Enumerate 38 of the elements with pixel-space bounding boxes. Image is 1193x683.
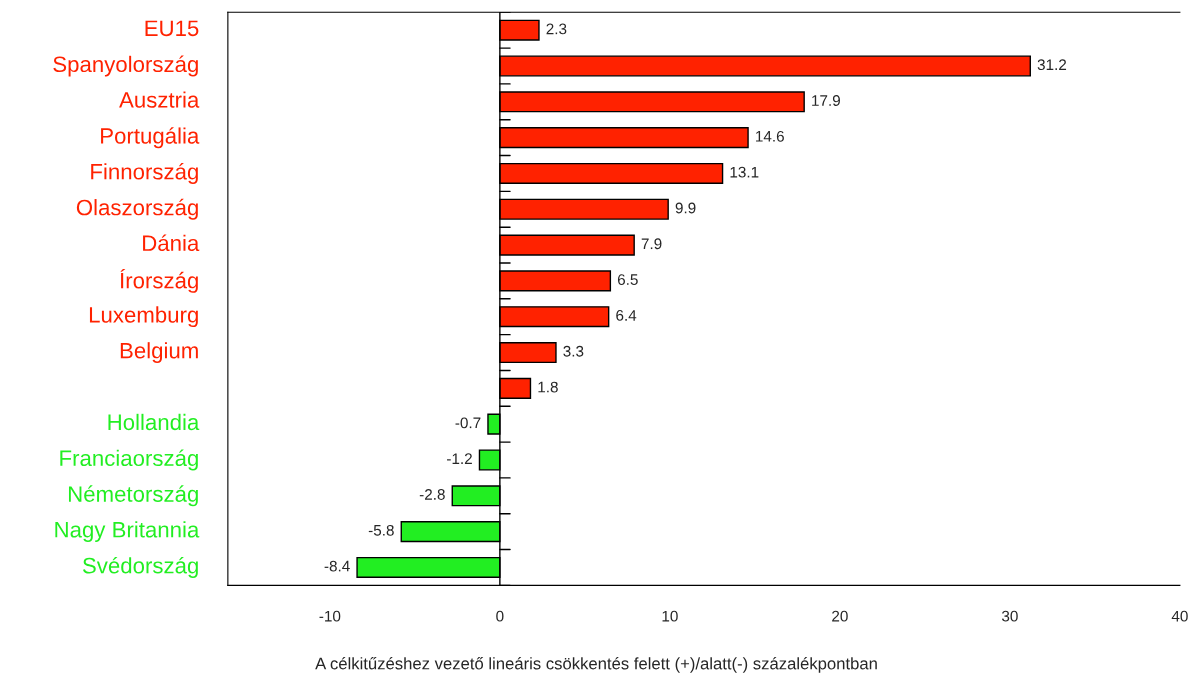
- data-label: 3.3: [563, 345, 584, 357]
- y-tick-label: Ausztria: [119, 91, 200, 108]
- data-label: 1.8: [538, 381, 558, 393]
- y-tick-label: Portugália: [101, 127, 200, 149]
- x-tick-label: 30: [1001, 610, 1018, 622]
- data-label: -2.8: [419, 489, 445, 500]
- x-tick-label: 0: [496, 610, 504, 622]
- y-tick-label: Franciaország: [60, 449, 198, 471]
- data-label: -8.4: [324, 560, 350, 572]
- data-label: 2.3: [546, 23, 567, 35]
- x-axis-title: A célkitűzéshez vezető lineáris csökkentés felett (+)/alatt(-) százalékpontban: [315, 657, 877, 673]
- x-tick-label: 10: [662, 610, 678, 622]
- y-tick-label: Svédország: [82, 556, 198, 578]
- data-label: -0.7: [455, 417, 481, 429]
- x-tick-label: 20: [832, 610, 848, 622]
- y-tick-label: Belgium: [120, 342, 198, 363]
- y-tick-label: EU15: [145, 20, 199, 37]
- x-tick-label: 40: [1171, 610, 1188, 622]
- data-label: 14.6: [756, 130, 784, 142]
- data-label: 13.1: [730, 166, 759, 178]
- data-label: 6.5: [617, 274, 638, 286]
- y-tick-label: Írország: [120, 268, 198, 293]
- y-tick-label: Hollandia: [108, 413, 200, 431]
- y-tick-label: Luxemburg: [89, 306, 198, 328]
- y-tick-label: Spanyolország: [53, 55, 198, 77]
- data-label: 6.4: [616, 310, 637, 321]
- data-label: -5.8: [368, 524, 394, 536]
- data-label: -1.2: [447, 453, 472, 464]
- data-label: 31.2: [1037, 59, 1067, 71]
- y-tick-label: Nagy Britannia: [55, 521, 200, 542]
- data-label: 9.9: [675, 202, 696, 214]
- y-tick-label: Németország: [68, 485, 198, 507]
- data-label: 7.9: [641, 238, 662, 250]
- data-label: 17.9: [812, 95, 840, 106]
- y-tick-label: Finnország: [91, 162, 198, 184]
- y-tick-label: Olaszország: [76, 198, 198, 220]
- x-tick-label: -10: [319, 610, 341, 622]
- y-tick-label: Dánia: [143, 234, 200, 252]
